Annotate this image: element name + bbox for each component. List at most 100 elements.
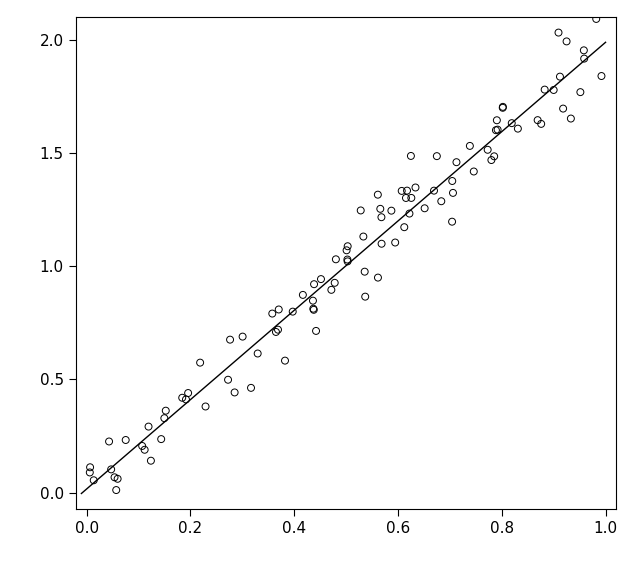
Point — [195, 358, 205, 367]
Point — [558, 104, 568, 113]
Point — [106, 465, 116, 474]
Point — [489, 152, 499, 161]
Point — [85, 463, 95, 472]
Point — [225, 335, 235, 344]
Point — [267, 309, 277, 318]
Point — [111, 485, 121, 494]
Point — [561, 37, 572, 46]
Point — [311, 327, 321, 336]
Point — [246, 383, 256, 392]
Point — [447, 217, 457, 226]
Point — [390, 238, 400, 247]
Point — [271, 328, 281, 337]
Point — [469, 167, 479, 176]
Point — [451, 158, 462, 167]
Point — [596, 72, 606, 81]
Point — [84, 468, 95, 477]
Point — [159, 414, 170, 423]
Point — [144, 422, 154, 431]
Point — [298, 290, 308, 299]
Point — [280, 356, 290, 365]
Point — [377, 239, 387, 248]
Point — [343, 242, 353, 251]
Point — [273, 325, 283, 334]
Point — [112, 474, 123, 483]
Point — [498, 103, 508, 112]
Point — [356, 206, 366, 215]
Point — [498, 102, 508, 111]
Point — [399, 223, 410, 232]
Point — [316, 275, 326, 284]
Point — [491, 116, 502, 125]
Point — [375, 205, 385, 214]
Point — [486, 155, 497, 164]
Point — [360, 292, 370, 301]
Point — [181, 395, 191, 404]
Point — [342, 246, 352, 255]
Point — [146, 456, 156, 465]
Point — [491, 125, 501, 134]
Point — [578, 46, 589, 55]
Point — [406, 151, 416, 160]
Point — [513, 124, 523, 133]
Point — [448, 188, 458, 197]
Point — [274, 305, 284, 314]
Point — [161, 406, 171, 415]
Point — [308, 304, 318, 313]
Point — [109, 473, 119, 482]
Point — [326, 285, 337, 294]
Point — [288, 307, 298, 316]
Point — [331, 255, 341, 264]
Point — [137, 441, 147, 450]
Point — [237, 332, 248, 341]
Point — [549, 85, 559, 94]
Point — [253, 349, 263, 358]
Point — [566, 114, 576, 123]
Point — [436, 197, 446, 206]
Point — [410, 183, 420, 192]
Point — [89, 476, 99, 485]
Point — [465, 141, 475, 150]
Point — [406, 193, 417, 202]
Point — [223, 375, 233, 384]
Point — [342, 255, 352, 264]
Point — [358, 232, 368, 241]
Point — [201, 402, 211, 411]
Point — [404, 209, 415, 218]
Point — [420, 204, 430, 213]
Point — [229, 388, 239, 397]
Point — [156, 434, 166, 444]
Point — [309, 305, 319, 314]
Point — [359, 267, 370, 276]
Point — [429, 186, 439, 195]
Point — [330, 279, 340, 288]
Point — [308, 296, 318, 305]
Point — [373, 190, 383, 199]
Point — [579, 54, 589, 63]
Point — [121, 436, 131, 445]
Point — [401, 193, 411, 202]
Point — [397, 186, 407, 195]
Point — [536, 119, 546, 128]
Point — [402, 186, 412, 195]
Point — [373, 273, 383, 282]
Point — [447, 176, 457, 185]
Point — [377, 212, 387, 221]
Point — [493, 125, 503, 134]
Point — [309, 280, 319, 289]
Point — [140, 445, 150, 454]
Point — [533, 116, 543, 125]
Point — [183, 389, 193, 398]
Point — [555, 72, 565, 81]
Point — [432, 151, 442, 160]
Point — [575, 88, 585, 97]
Point — [342, 257, 352, 266]
Point — [483, 145, 493, 154]
Point — [554, 28, 564, 37]
Point — [386, 206, 396, 215]
Point — [177, 393, 187, 402]
Point — [591, 15, 601, 24]
Point — [507, 119, 517, 128]
Point — [104, 437, 114, 446]
Point — [540, 85, 550, 94]
